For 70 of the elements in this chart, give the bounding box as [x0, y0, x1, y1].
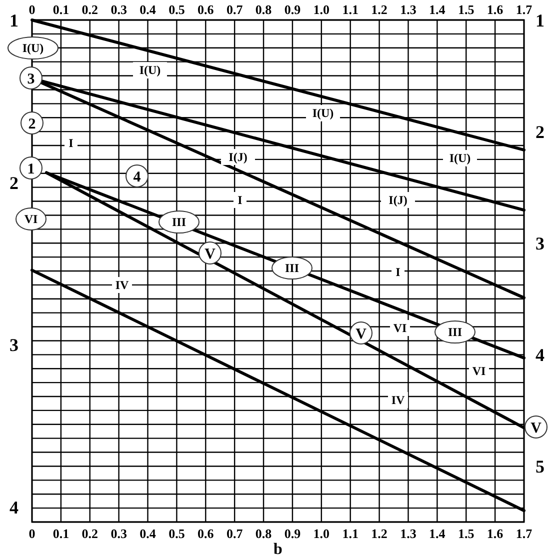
x-tick-label: 0.6 — [198, 2, 214, 17]
x2-tick-label: 0.4 — [140, 526, 156, 541]
x2-tick-label: 1.0 — [313, 526, 330, 541]
x-tick-label: 1.1 — [342, 2, 358, 17]
x-tick-label: 1.0 — [313, 2, 330, 17]
y-tick-label: 2 — [10, 172, 18, 193]
y2-tick-label: 2 — [536, 122, 544, 142]
annotation: V — [356, 326, 367, 342]
annotation: V — [204, 246, 216, 262]
annotation: VI — [24, 212, 38, 226]
y2-tick-label: 1 — [536, 10, 544, 30]
x-tick-label: 1.7 — [516, 2, 533, 17]
y-tick-label: 1 — [10, 10, 18, 30]
x2-tick-label: 1.2 — [371, 526, 388, 541]
annotation: I(U) — [22, 41, 44, 56]
annotation: VI — [472, 364, 486, 378]
x2-tick-label: 1.6 — [486, 526, 504, 541]
annotation: 2 — [28, 116, 36, 132]
x2-tick-label: 0.8 — [255, 526, 272, 541]
x-tick-label: 0.8 — [255, 2, 272, 17]
x2-tick-label: 0.5 — [168, 526, 186, 541]
x-tick-label: 0.9 — [284, 2, 302, 17]
x-tick-label: 1.5 — [458, 2, 475, 17]
annotation: I(J) — [388, 193, 408, 208]
x-tick-label: 0.5 — [168, 2, 186, 17]
x-tick-label: 0 — [28, 2, 36, 17]
annotation: III — [172, 215, 186, 230]
annotation: 1 — [27, 161, 35, 178]
annotation: IV — [391, 393, 405, 408]
annotation: 3 — [27, 71, 35, 88]
x-tick-label: 0.3 — [110, 2, 128, 17]
annotation: IV — [115, 278, 129, 292]
x2-tick-label: 0.9 — [284, 526, 302, 541]
x-tick-label: 1.4 — [429, 2, 446, 17]
annotation: I — [238, 193, 243, 208]
x-tick-label: 0.2 — [82, 2, 98, 17]
annotation: I — [396, 265, 401, 280]
x-tick-label: 0.1 — [52, 2, 70, 17]
annotation: I(U) — [139, 63, 161, 78]
x2-tick-label: 0.3 — [110, 526, 128, 541]
annotation: I — [68, 136, 74, 150]
x2-tick-label: 1.7 — [516, 526, 533, 541]
annotation: I(U) — [312, 106, 334, 120]
y2-tick-label: 3 — [536, 233, 544, 254]
x2-tick-label: 0 — [28, 526, 36, 541]
x-tick-label: 0.4 — [140, 2, 156, 17]
x2-tick-label: 1.5 — [458, 526, 475, 541]
x-axis-title: b — [274, 541, 283, 558]
x-tick-label: 1.2 — [371, 2, 388, 17]
x2-tick-label: 1.4 — [429, 526, 446, 541]
x2-tick-label: 0.6 — [198, 526, 214, 541]
x2-tick-label: 0.1 — [52, 526, 70, 541]
x-tick-label: 1.3 — [400, 2, 417, 17]
annotation: 4 — [133, 169, 142, 186]
annotation: VI — [393, 321, 407, 336]
x2-tick-label: 0.2 — [82, 526, 98, 541]
y2-tick-label: 5 — [536, 456, 544, 477]
y-tick-label: 4 — [10, 498, 18, 518]
x2-tick-label: 0.7 — [226, 526, 244, 541]
x2-tick-label: 1.3 — [400, 526, 417, 541]
annotation: I(U) — [449, 151, 471, 166]
x2-tick-label: 1.1 — [342, 526, 358, 541]
annotation: I(J) — [228, 150, 248, 164]
annotation: III — [448, 325, 462, 340]
text: V — [530, 420, 542, 436]
x-tick-label: 1.6 — [486, 2, 504, 17]
y2-tick-label: 4 — [536, 344, 544, 365]
x-tick-label: 0.7 — [226, 2, 244, 17]
annotation: III — [284, 261, 300, 276]
y-tick-label: 3 — [10, 335, 18, 356]
